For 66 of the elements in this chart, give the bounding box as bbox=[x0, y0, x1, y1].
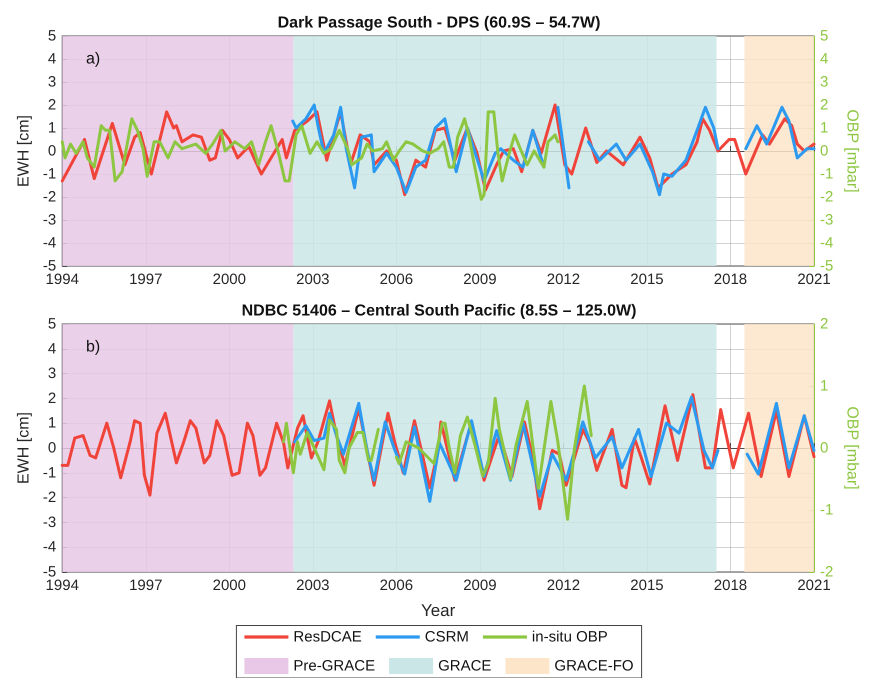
y2-tick-label: -4 bbox=[820, 234, 834, 252]
legend-label: in-situ OBP bbox=[532, 628, 608, 646]
y-tick-label: 2 bbox=[48, 390, 56, 407]
y-tick-label: 4 bbox=[48, 340, 56, 358]
y2-tick-label: 0 bbox=[820, 142, 828, 160]
y-tick-label: 0 bbox=[48, 142, 56, 160]
x-axis-title: Year bbox=[420, 601, 456, 620]
x-tick-label: 2018 bbox=[714, 271, 748, 288]
legend-label: Pre-GRACE bbox=[293, 658, 376, 674]
legend-label: GRACE bbox=[438, 658, 492, 674]
chart-title: NDBC 51406 – Central South Pacific (8.5S – 125.0W) bbox=[242, 302, 636, 320]
y2-tick-label: 2 bbox=[820, 96, 828, 114]
legend-label: ResDCAE bbox=[293, 628, 362, 646]
y2-tick-label: 1 bbox=[820, 378, 828, 394]
y2-tick-label: -3 bbox=[820, 212, 834, 228]
legend-label: CSRM bbox=[424, 628, 469, 646]
line-series bbox=[60, 110, 560, 201]
annotation: a) bbox=[86, 50, 100, 68]
y2-tick-label: -1 bbox=[820, 166, 834, 182]
x-tick-label: 2015 bbox=[630, 271, 664, 288]
x-tick-label: 2015 bbox=[630, 577, 664, 594]
x-tick-label: 1997 bbox=[129, 577, 162, 594]
y-tick-label: 4 bbox=[48, 50, 56, 68]
y2-tick-label: 1 bbox=[820, 120, 828, 136]
x-tick-label: 2009 bbox=[463, 577, 497, 594]
y-tick-label: -1 bbox=[42, 464, 56, 482]
y2-axis-title: OBP [mbar] bbox=[844, 109, 861, 193]
x-tick-label: 2003 bbox=[296, 577, 330, 594]
y-tick-label: -4 bbox=[42, 234, 56, 252]
y-tick-label: 0 bbox=[48, 440, 56, 456]
y2-tick-label: -2 bbox=[820, 188, 834, 206]
y-tick-label: 3 bbox=[48, 74, 56, 90]
x-tick-label: 2006 bbox=[380, 577, 414, 594]
y2-tick-label: 0 bbox=[820, 440, 828, 456]
y2-axis-title: OBP [mbar] bbox=[844, 406, 861, 490]
annotation: b) bbox=[86, 338, 100, 356]
x-tick-label: 2012 bbox=[546, 577, 580, 594]
x-tick-label: 2018 bbox=[714, 577, 748, 594]
y-tick-label: 1 bbox=[48, 414, 56, 432]
y2-tick-label: 3 bbox=[820, 74, 828, 90]
y-axis-title: EWH [cm] bbox=[16, 115, 32, 187]
x-tick-label: 1997 bbox=[129, 271, 162, 288]
y-tick-label: -1 bbox=[42, 166, 56, 182]
x-tick-label: 2009 bbox=[463, 271, 497, 288]
y-tick-label: 1 bbox=[48, 120, 56, 136]
y2-tick-label: 2 bbox=[820, 316, 828, 332]
y-tick-label: -2 bbox=[42, 188, 56, 206]
y2-tick-label: 4 bbox=[820, 50, 828, 68]
y-tick-label: -3 bbox=[42, 212, 56, 228]
x-tick-label: 2000 bbox=[212, 577, 246, 594]
chart-title: Dark Passage South - DPS (60.9S – 54.7W) bbox=[278, 14, 600, 32]
y-tick-label: 5 bbox=[48, 28, 56, 44]
y-tick-label: -3 bbox=[42, 514, 56, 531]
y-tick-label: -2 bbox=[42, 489, 56, 506]
y2-tick-label: 5 bbox=[820, 28, 828, 44]
y-tick-label: 5 bbox=[48, 316, 56, 332]
y2-tick-label: -1 bbox=[820, 502, 834, 518]
x-tick-label: 2000 bbox=[212, 271, 246, 288]
y-tick-label: 2 bbox=[48, 96, 56, 114]
x-tick-label: 2003 bbox=[296, 271, 330, 288]
y-tick-label: 3 bbox=[48, 365, 56, 382]
x-tick-label: 2012 bbox=[546, 271, 580, 288]
legend-label: GRACE-FO bbox=[554, 658, 634, 674]
x-tick-label: 2006 bbox=[380, 271, 414, 288]
y-tick-label: -4 bbox=[42, 538, 56, 556]
y-axis-title: EWH [cm] bbox=[16, 412, 32, 484]
